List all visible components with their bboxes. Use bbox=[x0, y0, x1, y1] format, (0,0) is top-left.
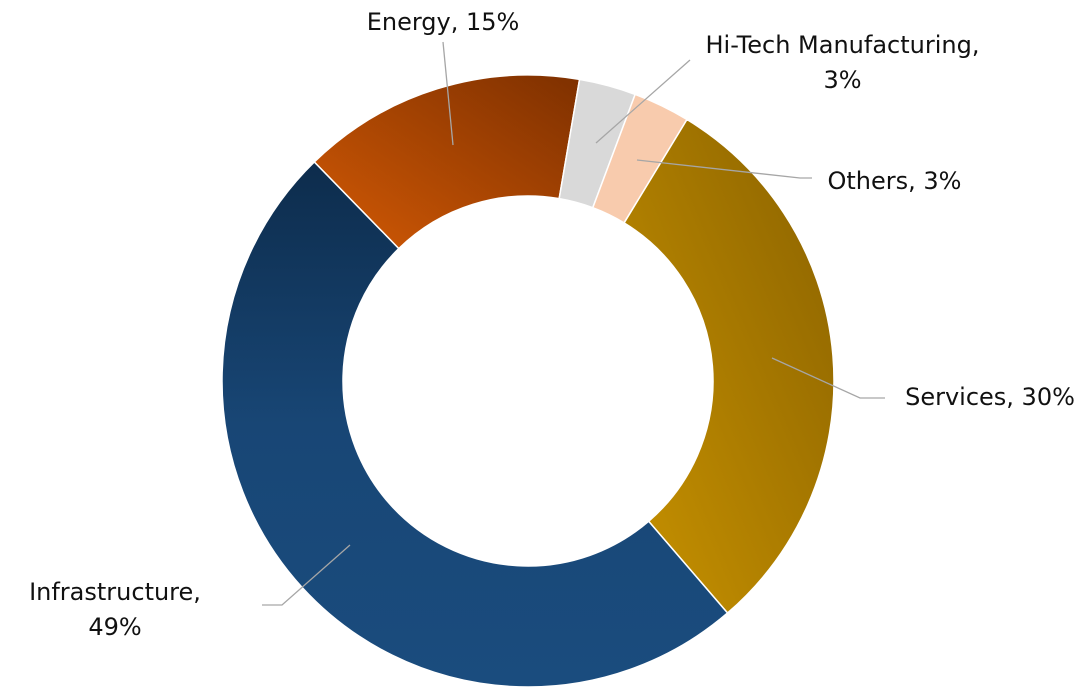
leader-line bbox=[771, 357, 885, 399]
data-label: Services, 30% bbox=[905, 383, 1075, 411]
leader-line bbox=[595, 59, 691, 144]
leader-line bbox=[636, 159, 812, 179]
donut-slice bbox=[221, 160, 729, 687]
leader-line bbox=[262, 544, 351, 606]
leader-line bbox=[442, 41, 454, 146]
donut-slice bbox=[623, 118, 835, 615]
data-label: Infrastructure, 49% bbox=[29, 578, 201, 641]
data-label: Energy, 15% bbox=[366, 8, 520, 36]
data-label: Hi-Tech Manufacturing, 3% bbox=[705, 31, 980, 94]
data-label: Others, 3% bbox=[827, 167, 962, 195]
